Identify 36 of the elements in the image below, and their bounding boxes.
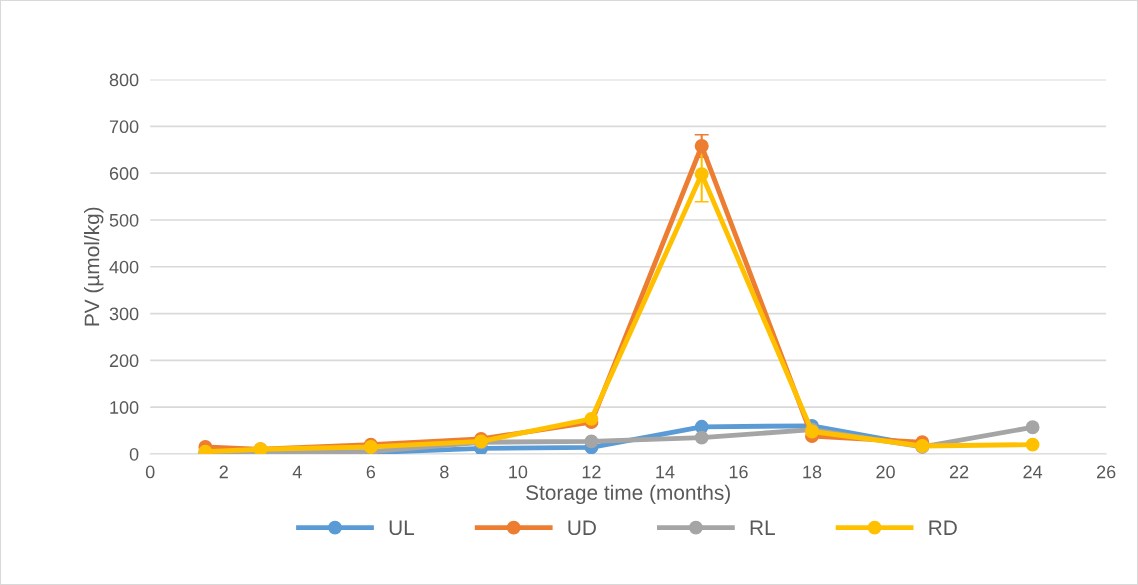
x-tick-label: 22 xyxy=(949,465,969,479)
point xyxy=(694,139,709,153)
legend-label: UD xyxy=(568,520,596,536)
x-tick-label: 20 xyxy=(876,465,895,479)
point xyxy=(694,167,709,182)
y-tick-label: 700 xyxy=(109,120,139,134)
x-tick-label: 12 xyxy=(582,465,601,479)
legend-label: RL xyxy=(750,520,775,535)
point xyxy=(584,434,599,449)
x-tick-label: 8 xyxy=(440,465,449,479)
x-tick-label: 0 xyxy=(145,465,155,479)
y-tick-label: 500 xyxy=(109,213,139,227)
x-tick-label: 24 xyxy=(1023,465,1043,479)
x-tick-label: 4 xyxy=(292,465,302,479)
y-tick-label: 300 xyxy=(109,307,139,321)
x-tick-label: 26 xyxy=(1097,465,1116,479)
legend-label: RD xyxy=(929,520,957,535)
x-tick-label: 2 xyxy=(219,465,228,479)
y-axis-title: PV (µmol/kg) xyxy=(84,207,104,326)
point xyxy=(584,411,599,426)
point xyxy=(694,430,709,445)
y-tick-label: 400 xyxy=(109,260,139,274)
x-tick-label: 6 xyxy=(366,465,376,479)
y-tick-label: 200 xyxy=(109,354,139,368)
x-tick-label: 14 xyxy=(656,465,675,479)
x-tick-label: 10 xyxy=(509,465,528,479)
x-axis-title: Storage time (months) xyxy=(526,484,730,505)
point xyxy=(1025,437,1040,452)
x-tick-label: 16 xyxy=(729,465,748,479)
y-tick-label: 100 xyxy=(110,401,139,414)
y-tick-label: 600 xyxy=(109,167,139,180)
point xyxy=(1025,420,1040,435)
y-tick-label: 800 xyxy=(109,73,139,87)
y-tick-label: 0 xyxy=(129,447,139,461)
x-tick-label: 18 xyxy=(803,465,822,479)
legend-label: UL xyxy=(389,520,415,536)
